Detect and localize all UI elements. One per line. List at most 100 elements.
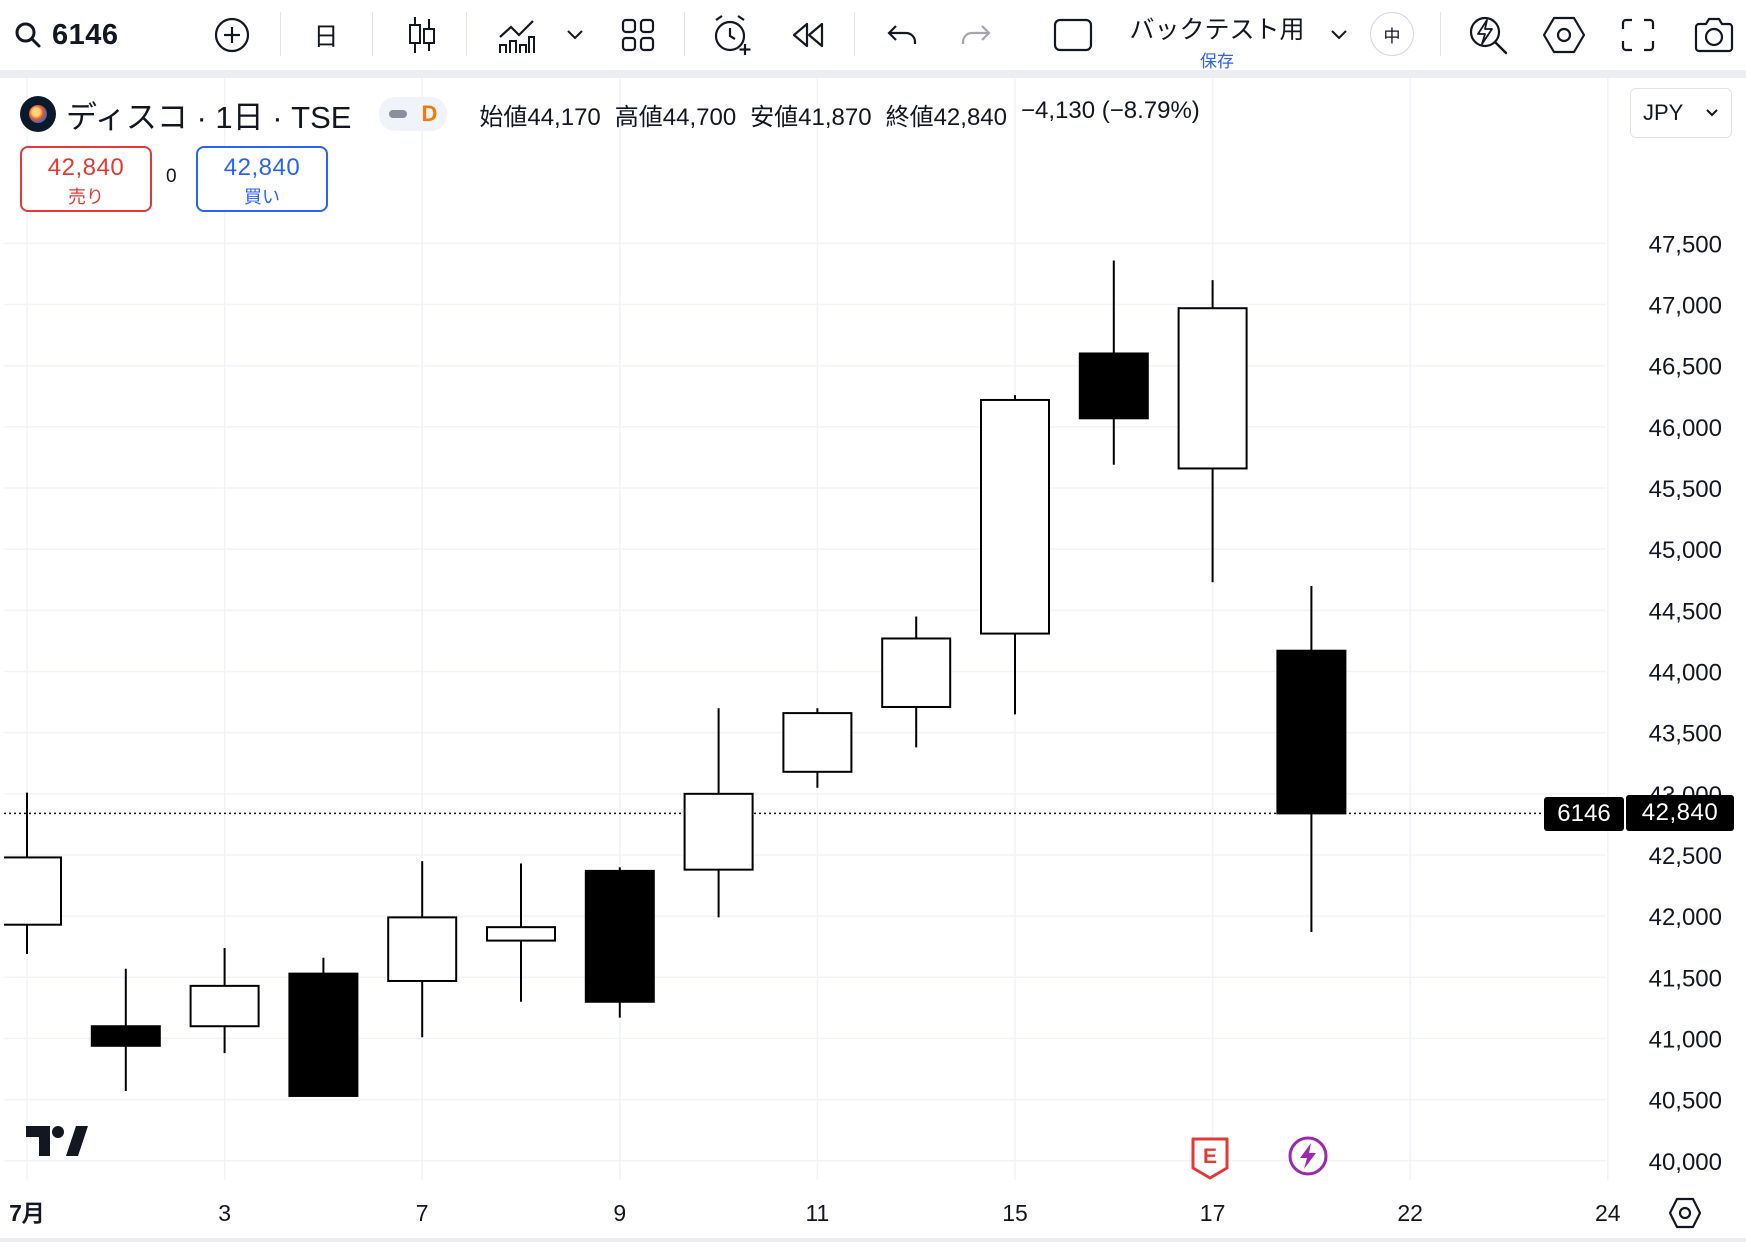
toolbar-divider xyxy=(684,12,685,56)
candle[interactable] xyxy=(980,395,1050,715)
rewind-icon xyxy=(792,22,824,48)
candle[interactable] xyxy=(1177,280,1248,583)
chevron-down-icon xyxy=(1331,30,1347,40)
interval-label: 日 xyxy=(313,23,339,51)
candle-body-up xyxy=(782,712,853,773)
quick-search-button[interactable] xyxy=(1464,8,1512,62)
y-tick-label: 45,500 xyxy=(1649,476,1722,503)
fullscreen-icon xyxy=(1621,18,1655,52)
candle[interactable] xyxy=(584,867,655,1018)
interval-button[interactable]: 日 xyxy=(306,8,346,62)
y-tick-label: 41,000 xyxy=(1649,1026,1722,1053)
candle[interactable] xyxy=(189,947,260,1054)
x-tick-label: 7月 xyxy=(9,1200,45,1226)
top-toolbar: 6146 日 バックテスト用 保存 中 xyxy=(0,0,1746,71)
candles[interactable] xyxy=(4,260,1347,1097)
candle[interactable] xyxy=(683,708,754,918)
alert-button[interactable] xyxy=(708,8,756,62)
symbol-search-button[interactable]: 6146 xyxy=(14,8,144,62)
candle-body-up xyxy=(881,637,952,708)
candle[interactable] xyxy=(1078,260,1149,465)
candle-body-up xyxy=(189,984,260,1028)
sell-price: 42,840 xyxy=(47,154,125,181)
candle-body-up xyxy=(387,916,458,982)
currency-label: JPY xyxy=(1643,100,1684,125)
candlestick-icon xyxy=(409,17,435,53)
snapshot-button[interactable] xyxy=(1690,8,1738,62)
market-status-pill[interactable]: D xyxy=(379,97,448,131)
dividend-marker[interactable] xyxy=(1287,1135,1329,1177)
axis-settings-icon[interactable] xyxy=(1668,1196,1702,1230)
buy-button[interactable]: 42,840 買い xyxy=(196,146,328,212)
symbol-title[interactable]: ディスコ · 1日 · TSE xyxy=(66,99,352,135)
alarm-clock-plus-icon xyxy=(714,15,751,55)
layout-name[interactable]: バックテスト用 保存 xyxy=(1112,8,1322,71)
tradingview-logo[interactable] xyxy=(26,1124,88,1158)
candle-body-down xyxy=(288,972,359,1097)
y-tick-label: 46,000 xyxy=(1649,415,1722,442)
settings-button[interactable] xyxy=(1540,8,1588,62)
layout-title: バックテスト用 xyxy=(1129,16,1305,44)
x-tick-label: 3 xyxy=(218,1200,231,1226)
close-value: 終値42,840 xyxy=(885,103,1007,131)
y-tick-label: 42,000 xyxy=(1649,904,1722,931)
fullscreen-button[interactable] xyxy=(1616,8,1660,62)
candle[interactable] xyxy=(4,792,62,955)
replay-button[interactable] xyxy=(786,8,830,62)
indicators-button[interactable] xyxy=(492,8,542,62)
candle[interactable] xyxy=(1276,585,1347,933)
candle[interactable] xyxy=(288,957,359,1097)
candle-body-up xyxy=(980,398,1050,635)
toolbar-divider xyxy=(466,12,467,56)
currency-selector[interactable]: JPY xyxy=(1630,88,1732,138)
chevron-down-icon xyxy=(567,30,583,40)
chart-type-button[interactable] xyxy=(400,8,444,62)
symbol-legend: ディスコ · 1日 · TSE D 始値44,170 高値44,700 安値41… xyxy=(20,94,1200,135)
toolbar-divider xyxy=(280,12,281,56)
earnings-shield-icon: E xyxy=(1191,1137,1229,1180)
price-axis[interactable]: 47,500 47,000 46,500 46,000 45,500 45,000 44,5… xyxy=(1649,231,1722,1175)
candle[interactable] xyxy=(782,708,853,788)
data-status-letter: D xyxy=(421,101,438,126)
candle[interactable] xyxy=(881,616,952,748)
redo-icon xyxy=(961,25,991,44)
redo-button[interactable] xyxy=(954,8,998,62)
time-axis[interactable]: 7月 3 7 9 11 15 17 22 24 xyxy=(9,1200,1621,1226)
candle-body-up xyxy=(486,926,556,942)
indicators-dropdown[interactable] xyxy=(560,8,590,62)
x-tick-label: 7 xyxy=(416,1200,429,1226)
layout-dropdown[interactable] xyxy=(1324,8,1354,62)
y-tick-label: 42,500 xyxy=(1649,843,1722,870)
candle[interactable] xyxy=(486,863,556,1002)
candle-body-up xyxy=(1177,307,1248,470)
y-tick-label: 43,500 xyxy=(1649,721,1722,748)
chart-panel[interactable]: 47,500 47,000 46,500 46,000 45,500 45,000 44,5… xyxy=(4,78,1746,1242)
candle[interactable] xyxy=(387,861,458,1038)
toolbar-divider xyxy=(372,12,373,56)
price-chart[interactable]: 47,500 47,000 46,500 46,000 45,500 45,000 44,5… xyxy=(4,78,1746,1242)
earnings-marker[interactable]: E xyxy=(1190,1136,1230,1180)
x-tick-label: 22 xyxy=(1397,1200,1423,1226)
y-tick-label: 46,500 xyxy=(1649,354,1722,381)
lightning-search-icon xyxy=(1469,16,1508,55)
candle-body-up xyxy=(4,856,62,926)
y-tick-label: 47,000 xyxy=(1649,293,1722,320)
y-tick-label: 44,500 xyxy=(1649,598,1722,625)
market-closed-icon xyxy=(389,110,408,118)
layout-grid-button[interactable] xyxy=(616,8,660,62)
quick-badge[interactable]: 中 xyxy=(1370,12,1414,56)
y-tick-label: 40,500 xyxy=(1649,1088,1722,1115)
search-icon xyxy=(15,22,41,48)
x-tick-label: 11 xyxy=(805,1200,829,1226)
candle-body-up xyxy=(683,792,754,871)
toolbar-divider xyxy=(1440,12,1441,56)
undo-button[interactable] xyxy=(880,8,924,62)
layout-save-button[interactable] xyxy=(1050,8,1096,62)
candle[interactable] xyxy=(90,968,161,1092)
y-tick-label: 40,000 xyxy=(1649,1149,1722,1176)
toolbar-separator xyxy=(0,70,1746,78)
compare-add-button[interactable] xyxy=(208,8,256,62)
y-tick-label: 41,500 xyxy=(1649,965,1722,992)
chevron-down-icon xyxy=(1706,109,1718,117)
sell-button[interactable]: 42,840 売り xyxy=(20,146,152,212)
